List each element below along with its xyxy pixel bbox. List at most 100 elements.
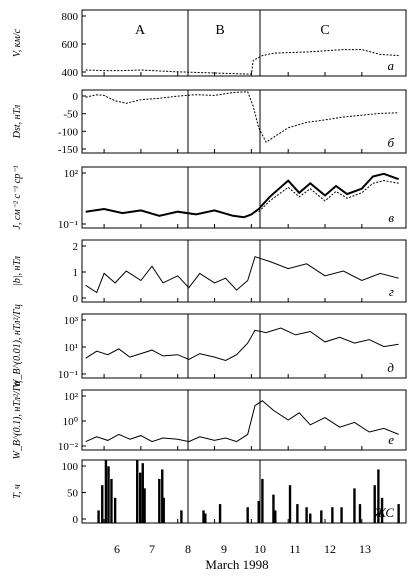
y-axis-label: |b|, нТл — [12, 255, 23, 286]
bar — [340, 507, 343, 523]
series-line-1 — [85, 172, 399, 219]
phase-label-c: C — [320, 23, 329, 38]
bar — [246, 507, 249, 523]
series-line-1 — [85, 256, 399, 294]
bar — [377, 469, 380, 523]
y-tick-label: 10⁻² — [58, 441, 79, 453]
y-tick-label: 2 — [73, 241, 79, 253]
panel-letter: г — [389, 284, 394, 299]
bar — [161, 469, 164, 523]
x-tick-10: 10 — [254, 542, 266, 556]
series-line-1 — [85, 400, 399, 443]
phase-label-a: A — [135, 23, 146, 38]
bar — [353, 488, 356, 523]
bar — [218, 504, 222, 523]
y-tick-label: 0 — [73, 514, 79, 526]
panel-letter: б — [387, 135, 394, 150]
bar — [110, 478, 113, 523]
y-axis-label: J, см⁻² с⁻¹ ср⁻¹ — [12, 166, 23, 230]
bar — [274, 510, 277, 523]
panel-letter: д — [387, 360, 394, 375]
panel-frame — [81, 389, 407, 451]
panel-3: 10² 10⁻¹ J, см⁻² с⁻¹ ср⁻¹ в — [12, 166, 407, 231]
x-tick-7: 7 — [149, 542, 155, 556]
bar — [180, 510, 183, 523]
series-line-1 — [85, 91, 399, 143]
panel-frame — [81, 239, 407, 303]
y-tick-label: 100 — [62, 461, 79, 473]
x-tick-8: 8 — [185, 542, 191, 556]
x-tick-12: 12 — [324, 542, 336, 556]
panel-1: 800 600 400 V, км/с а — [12, 9, 407, 79]
panel-letter: е — [388, 432, 394, 447]
bar — [331, 507, 334, 523]
y-tick-label: 600 — [62, 39, 79, 51]
bar — [104, 460, 108, 523]
y-tick-label: 10³ — [64, 315, 79, 327]
y-tick-label: 0 — [73, 91, 79, 103]
panel-7: 100 50 0 T, ч ЖС — [12, 459, 407, 526]
bar — [162, 497, 165, 523]
x-tick-11: 11 — [289, 542, 301, 556]
bar — [358, 504, 362, 523]
y-tick-label: -150 — [58, 144, 79, 156]
bar — [320, 510, 323, 523]
panel-letter: ЖС — [373, 505, 394, 520]
y-tick-label: 10⁰ — [63, 416, 79, 428]
y-tick-label: -100 — [58, 126, 79, 138]
y-axis-label: W_B^(0.1), нТл²/Гц — [12, 381, 23, 460]
panel-frame — [81, 313, 407, 379]
bar — [288, 485, 292, 523]
bar — [261, 478, 264, 523]
bar — [141, 463, 144, 523]
x-tick-6: 6 — [114, 542, 120, 556]
bar — [296, 504, 299, 523]
bar — [113, 497, 117, 523]
bar — [136, 460, 139, 523]
phase-label-b: B — [215, 23, 224, 38]
panel-frame — [81, 89, 407, 154]
y-tick-label: 10² — [64, 168, 79, 180]
series-line-1 — [85, 327, 399, 362]
bar — [204, 513, 207, 523]
y-axis-label: W_B^(0.01), нТл²/Гц — [12, 304, 23, 388]
x-axis-label: March 1998 — [205, 557, 268, 572]
y-tick-label: -50 — [63, 109, 78, 121]
y-axis-label: V, км/с — [12, 28, 23, 57]
y-axis-label: T, ч — [12, 484, 23, 499]
panel-frame — [81, 166, 407, 229]
panel-letter: а — [388, 58, 395, 73]
x-tick-13: 13 — [359, 542, 371, 556]
y-tick-label: 0 — [73, 293, 79, 305]
panel-6: 10² 10⁰ 10⁻² W_B^(0.1), нТл²/Гц е — [12, 381, 407, 460]
series-line-1 — [85, 49, 399, 75]
y-tick-label: 1 — [73, 267, 79, 279]
bar — [397, 504, 400, 523]
y-tick-label: 10⁻¹ — [58, 369, 78, 381]
bar — [257, 500, 260, 523]
panel-2: 0 -50 -100 -150 Dst, нТл б — [12, 89, 407, 156]
bar — [380, 497, 384, 523]
bar — [97, 510, 100, 523]
panel-4: 2 1 0 |b|, нТл г — [12, 239, 407, 305]
y-axis-label: Dst, нТл — [12, 104, 23, 139]
series-line-2 — [258, 180, 399, 213]
bar — [138, 472, 142, 523]
bar — [272, 494, 275, 523]
x-tick-9: 9 — [221, 542, 227, 556]
bar — [373, 485, 376, 523]
bar — [101, 485, 104, 523]
panel-letter: в — [388, 210, 394, 225]
panel-5: 10³ 10¹ 10⁻¹ W_B^(0.01), нТл²/Гц д — [12, 304, 407, 388]
bar — [107, 466, 110, 523]
y-tick-label: 10² — [64, 391, 79, 403]
y-tick-label: 800 — [62, 11, 79, 23]
bar — [305, 507, 308, 523]
bar — [202, 510, 205, 523]
panel-frame — [81, 459, 407, 524]
y-tick-label: 10⁻¹ — [58, 219, 78, 231]
bar — [309, 513, 312, 523]
bar — [143, 488, 146, 523]
bar — [158, 478, 161, 523]
